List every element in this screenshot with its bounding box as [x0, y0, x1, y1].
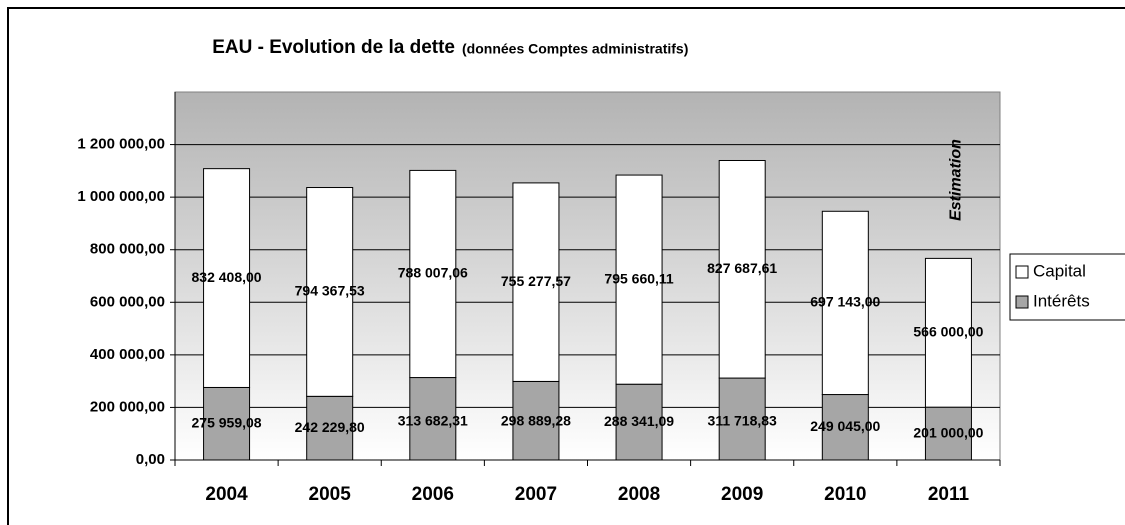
bar-segment	[821, 210, 869, 396]
chart-title: EAU - Evolution de la dette	[212, 37, 455, 58]
bar-segment	[924, 406, 972, 461]
y-tick-label: 1 000 000,00	[77, 188, 165, 205]
bar-segment	[409, 169, 457, 379]
value-label: 794 367,53	[295, 283, 365, 299]
x-tick-label: 2008	[618, 484, 660, 505]
legend-label: Capital	[1033, 261, 1086, 280]
legend-label: Intérêts	[1033, 291, 1090, 310]
value-label: 566 000,00	[913, 323, 983, 339]
value-label: 311 718,83	[708, 413, 778, 429]
y-tick-label: 600 000,00	[90, 293, 165, 310]
x-tick-label: 2004	[205, 484, 248, 505]
legend-swatch	[1015, 295, 1029, 309]
y-tick-label: 400 000,00	[90, 346, 165, 363]
legend-swatch	[1015, 265, 1029, 279]
value-label: 795 660,11	[604, 270, 674, 286]
x-tick-label: 2006	[412, 484, 454, 505]
bar-segment	[821, 394, 869, 461]
bar-segment	[512, 182, 560, 382]
value-label: 201 000,00	[913, 424, 983, 440]
chart-subtitle: (données Comptes administratifs)	[462, 41, 688, 57]
bar-segment	[203, 168, 251, 388]
plot-area	[174, 91, 1001, 461]
value-label: 249 045,00	[810, 418, 880, 434]
x-tick-label: 2010	[824, 484, 866, 505]
y-tick-label: 0,00	[136, 451, 165, 468]
bar-segment	[512, 380, 560, 461]
x-tick-label: 2009	[721, 484, 763, 505]
x-tick-label: 2007	[515, 484, 557, 505]
y-tick-label: 1 200 000,00	[77, 136, 165, 153]
bar-segment	[306, 187, 354, 397]
value-label: 788 007,06	[398, 265, 468, 281]
value-label: 298 889,28	[501, 413, 571, 429]
value-label: 832 408,00	[192, 269, 262, 285]
bar-segment	[718, 377, 766, 461]
annotation: Estimation	[948, 139, 965, 221]
value-label: 242 229,80	[295, 419, 365, 435]
bar-segment	[924, 257, 972, 408]
bar-segment	[718, 159, 766, 379]
y-tick-label: 200 000,00	[90, 398, 165, 415]
bar-segment	[409, 377, 457, 461]
value-label: 827 687,61	[707, 260, 777, 276]
value-label: 275 959,08	[192, 414, 262, 430]
y-tick-label: 800 000,00	[90, 241, 165, 258]
bar-segment	[615, 174, 663, 385]
value-label: 313 682,31	[398, 413, 468, 429]
x-tick-label: 2005	[309, 484, 352, 505]
value-label: 697 143,00	[810, 294, 880, 310]
value-label: 288 341,09	[604, 413, 674, 429]
legend-box	[1009, 253, 1125, 321]
value-label: 755 277,57	[501, 273, 571, 289]
x-tick-label: 2011	[928, 484, 970, 505]
